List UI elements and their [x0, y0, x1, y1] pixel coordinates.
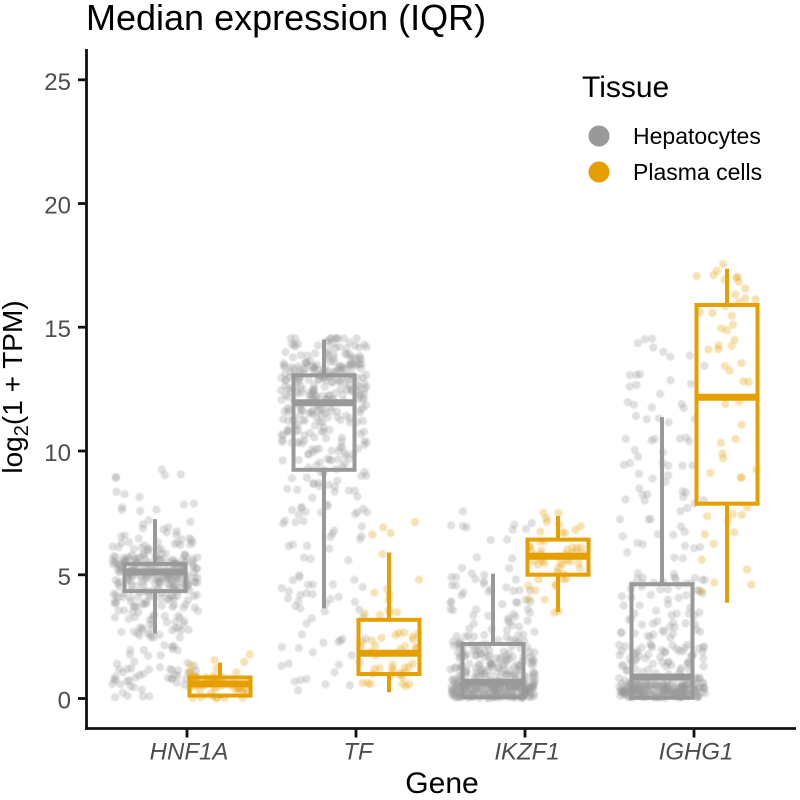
svg-text:10: 10 [44, 440, 71, 467]
svg-text:5: 5 [58, 564, 71, 591]
svg-text:15: 15 [44, 316, 71, 343]
svg-text:25: 25 [44, 69, 71, 96]
svg-text:Plasma cells: Plasma cells [633, 159, 762, 185]
svg-text:TF: TF [343, 739, 374, 766]
svg-text:Hepatocytes: Hepatocytes [633, 123, 761, 149]
svg-text:20: 20 [44, 193, 71, 220]
svg-text:Tissue: Tissue [582, 71, 669, 104]
svg-text:HNF1A: HNF1A [150, 739, 229, 766]
svg-text:IGHG1: IGHG1 [659, 739, 734, 766]
svg-text:0: 0 [58, 688, 71, 715]
svg-text:Gene: Gene [405, 767, 478, 795]
svg-text:log2(1 + TPM): log2(1 + TPM) [0, 300, 33, 473]
svg-text:Median expression (IQR): Median expression (IQR) [86, 0, 486, 38]
svg-text:IKZF1: IKZF1 [494, 739, 559, 766]
